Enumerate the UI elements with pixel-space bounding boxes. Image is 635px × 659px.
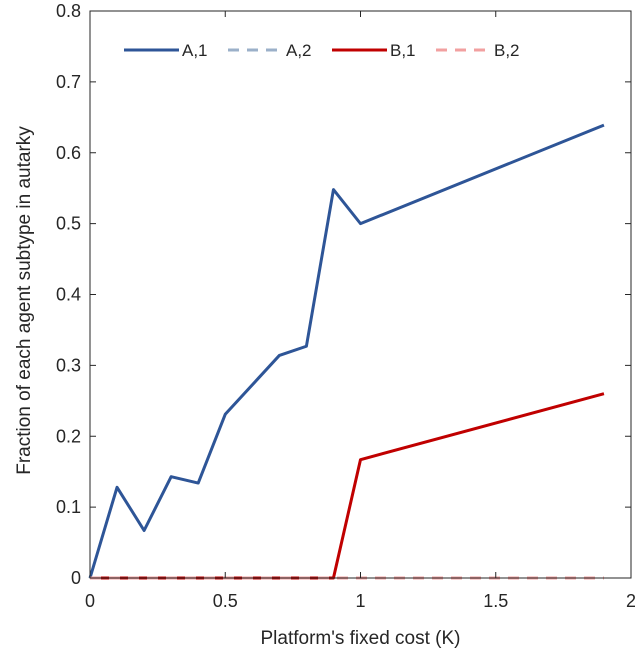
- y-tick-label: 0.5: [56, 214, 81, 234]
- y-tick-label: 0.1: [56, 497, 81, 517]
- x-tick-label: 0: [85, 591, 95, 611]
- x-axis-label: Platform's fixed cost (K): [260, 628, 460, 649]
- x-tick-label: 1.5: [483, 591, 508, 611]
- legend-label: B,2: [494, 41, 520, 60]
- legend: A,1 A,2 B,1 B,2: [124, 41, 520, 60]
- legend-label: A,2: [286, 41, 312, 60]
- y-tick-label: 0.8: [56, 1, 81, 21]
- x-tick-label: 1: [355, 591, 365, 611]
- y-tick-label: 0.4: [56, 285, 81, 305]
- ticks-layer: 0 0.5 1 1.5 2 0 0.1 0.2 0.3 0.4 0.5 0.6 0.7 0.8: [56, 1, 635, 611]
- series-line-a-1: [88, 123, 605, 579]
- y-tick-label: 0.3: [56, 355, 81, 375]
- y-axis-label: Fraction of each agent subtype in autark…: [14, 126, 35, 475]
- series-layer: [88, 123, 605, 580]
- x-tick-label: 2: [626, 591, 635, 611]
- y-tick-label: 0.2: [56, 426, 81, 446]
- y-tick-label: 0.7: [56, 72, 81, 92]
- legend-label: A,1: [182, 41, 208, 60]
- legend-label: B,1: [390, 41, 416, 60]
- y-tick-label: 0: [71, 568, 81, 588]
- y-tick-label: 0.6: [56, 143, 81, 163]
- x-tick-label: 0.5: [213, 591, 238, 611]
- plot-frame: [89, 10, 632, 579]
